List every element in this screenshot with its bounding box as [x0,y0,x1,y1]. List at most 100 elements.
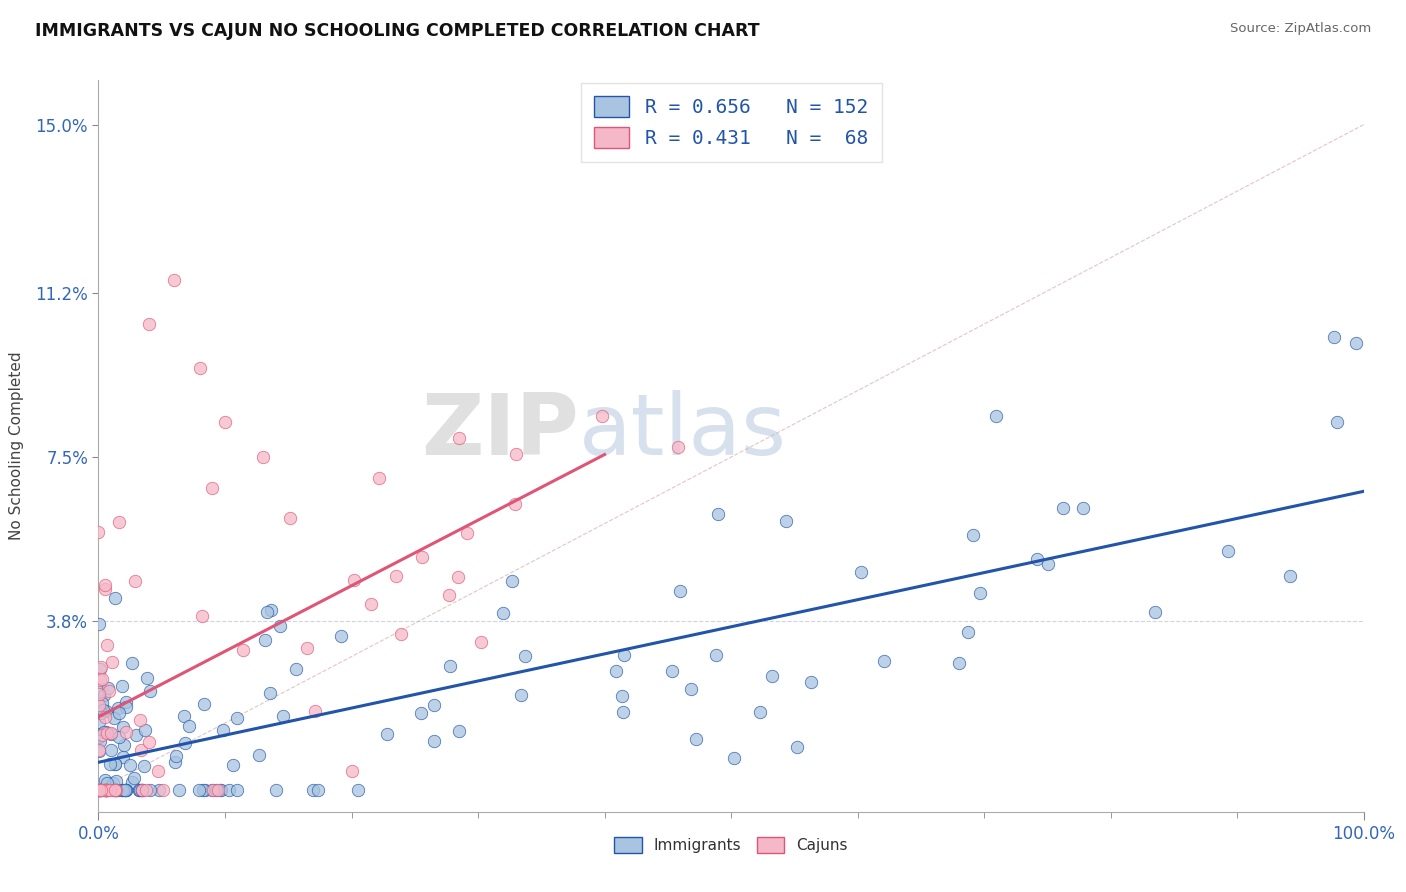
Point [167,782,190,797]
Point [128,713,150,727]
Point [90,706,112,720]
Point [232,643,254,657]
Point [98,782,121,797]
Point [135,782,157,797]
Point [87,782,110,797]
Point [984,409,1007,423]
Point [969,585,991,599]
Point [89,734,111,748]
Point [188,782,211,797]
Point [93,782,115,797]
Point [122,771,145,785]
Point [87,744,110,758]
Point [94,773,117,788]
Point [115,699,138,714]
Point [89,687,111,701]
Point [193,698,215,712]
Point [96,782,118,797]
Point [136,671,159,685]
Point [98,684,121,698]
Point [96,725,118,739]
Point [163,755,186,769]
Point [100,725,122,739]
Point [163,273,186,287]
Point [302,782,325,797]
Point [90,782,112,797]
Point [188,361,211,376]
Point [148,782,170,797]
Point [89,617,111,632]
Point [873,654,896,668]
Point [304,704,326,718]
Text: atlas: atlas [579,390,787,473]
Point [104,757,127,772]
Point [131,782,153,797]
Point [343,574,366,588]
Point [668,584,690,599]
Point [96,782,118,797]
Point [94,782,117,797]
Point [112,750,135,764]
Point [295,640,318,655]
Point [222,758,245,772]
Point [956,625,979,640]
Text: IMMIGRANTS VS CAJUN NO SCHOOLING COMPLETED CORRELATION CHART: IMMIGRANTS VS CAJUN NO SCHOOLING COMPLET… [35,22,759,40]
Point [218,782,240,797]
Point [492,606,515,620]
Point [1278,569,1301,583]
Point [138,782,160,797]
Point [226,782,249,797]
Point [89,782,111,797]
Point [114,782,136,797]
Point [1144,605,1167,619]
Point [347,782,370,797]
Point [612,706,634,720]
Point [1071,500,1094,515]
Point [103,782,125,797]
Point [1026,552,1049,566]
Point [613,648,636,662]
Point [118,758,141,772]
Point [125,727,148,741]
Point [447,570,470,584]
Point [138,317,160,331]
Point [264,782,287,797]
Point [190,608,212,623]
Point [89,782,111,797]
Point [247,747,270,762]
Point [447,431,470,445]
Point [96,725,118,739]
Point [411,550,433,565]
Point [201,782,224,797]
Point [165,749,187,764]
Point [704,648,727,662]
Point [107,706,129,721]
Point [128,782,150,797]
Point [121,656,143,670]
Point [87,698,110,713]
Point [98,756,121,771]
Point [104,757,127,772]
Point [148,764,170,778]
Point [800,674,823,689]
Point [108,731,131,745]
Point [96,705,118,719]
Point [105,782,128,797]
Point [100,727,122,741]
Point [93,689,115,703]
Point [104,782,127,797]
Point [748,705,770,719]
Point [138,734,160,748]
Point [307,782,329,797]
Point [962,528,984,542]
Point [173,709,195,723]
Point [114,782,136,797]
Point [87,782,110,797]
Point [107,782,129,797]
Point [111,782,134,797]
Point [509,689,531,703]
Point [1052,501,1074,516]
Point [1323,330,1346,344]
Point [94,578,117,592]
Legend: Immigrants, Cajuns: Immigrants, Cajuns [607,830,855,859]
